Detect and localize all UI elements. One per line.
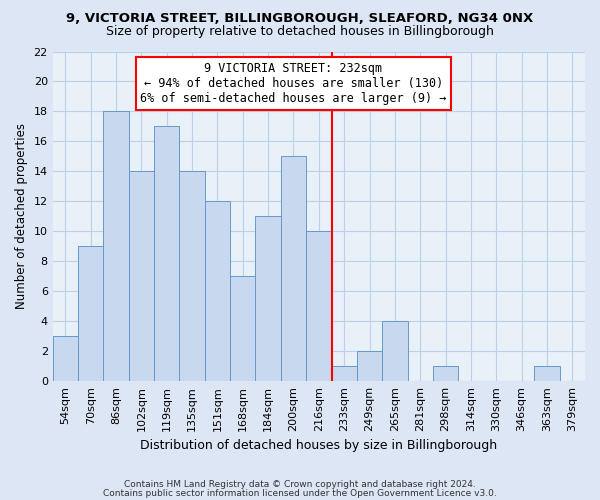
X-axis label: Distribution of detached houses by size in Billingborough: Distribution of detached houses by size … <box>140 440 497 452</box>
Bar <box>357 351 382 381</box>
Bar <box>78 246 103 381</box>
Text: Contains HM Land Registry data © Crown copyright and database right 2024.: Contains HM Land Registry data © Crown c… <box>124 480 476 489</box>
Text: Size of property relative to detached houses in Billingborough: Size of property relative to detached ho… <box>106 25 494 38</box>
Bar <box>256 216 281 381</box>
Bar <box>332 366 357 381</box>
Bar <box>53 336 78 381</box>
Bar <box>433 366 458 381</box>
Bar <box>281 156 306 381</box>
Bar <box>306 232 332 381</box>
Bar <box>129 172 154 381</box>
Bar <box>154 126 179 381</box>
Bar <box>230 276 256 381</box>
Text: 9, VICTORIA STREET, BILLINGBOROUGH, SLEAFORD, NG34 0NX: 9, VICTORIA STREET, BILLINGBOROUGH, SLEA… <box>67 12 533 26</box>
Bar <box>382 321 407 381</box>
Text: 9 VICTORIA STREET: 232sqm
← 94% of detached houses are smaller (130)
6% of semi-: 9 VICTORIA STREET: 232sqm ← 94% of detac… <box>140 62 446 105</box>
Bar <box>535 366 560 381</box>
Bar <box>205 202 230 381</box>
Y-axis label: Number of detached properties: Number of detached properties <box>15 124 28 310</box>
Bar <box>103 112 129 381</box>
Text: Contains public sector information licensed under the Open Government Licence v3: Contains public sector information licen… <box>103 488 497 498</box>
Bar <box>179 172 205 381</box>
